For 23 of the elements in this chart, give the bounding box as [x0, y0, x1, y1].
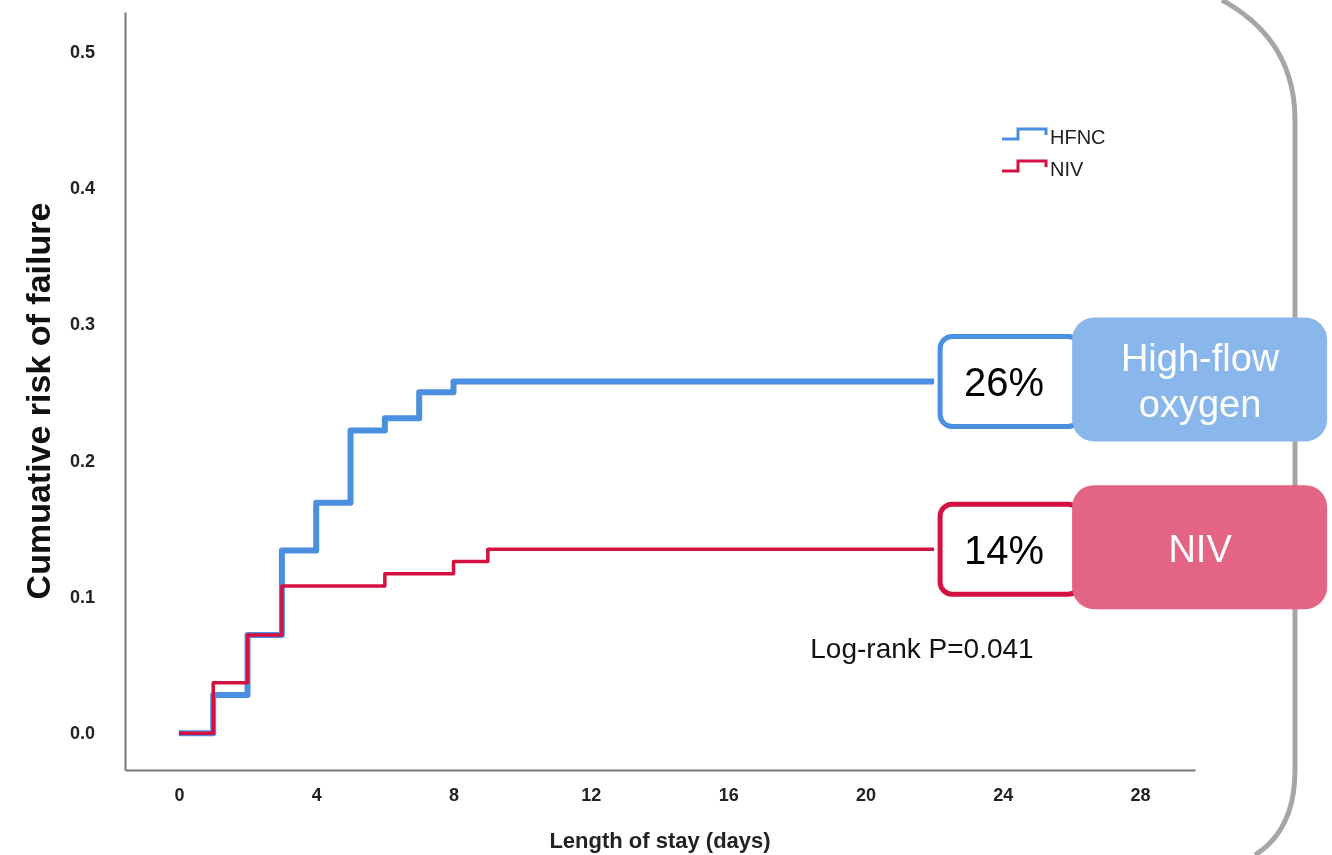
- x-tick-label: 24: [993, 784, 1014, 805]
- annotation: NIV: [1168, 528, 1233, 571]
- x-tick-label: 8: [449, 784, 460, 805]
- x-tick-label: 28: [1130, 784, 1151, 805]
- annotation: High-flow oxygen: [1120, 337, 1280, 426]
- x-tick-label: 12: [581, 784, 602, 805]
- x-tick-label: 20: [855, 784, 876, 805]
- y-tick-label: 0.1: [69, 587, 95, 608]
- y-tick-label: 0.5: [69, 41, 95, 62]
- legend-label: HFNC: [1050, 126, 1106, 148]
- x-tick-label: 16: [718, 784, 739, 805]
- y-tick-label: 0.2: [69, 450, 95, 471]
- x-tick-label: 0: [174, 784, 185, 805]
- y-tick-label: 0.4: [69, 178, 95, 199]
- x-axis-title: Length of stay (days): [549, 828, 771, 853]
- y-tick-label: 0.3: [69, 314, 95, 335]
- annotation: 14%: [964, 528, 1045, 573]
- annotation: Log-rank P=0.041: [810, 633, 1034, 664]
- annotation: 26%: [964, 360, 1045, 405]
- legend-label: NIV: [1050, 158, 1084, 180]
- y-axis-title: Cumuative risk of failure: [19, 202, 57, 600]
- x-tick-label: 4: [311, 784, 322, 805]
- y-tick-label: 0.0: [69, 723, 95, 744]
